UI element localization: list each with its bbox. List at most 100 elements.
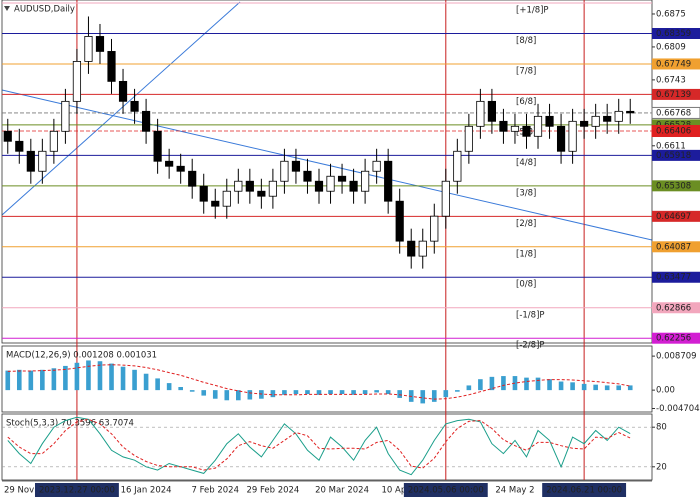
macd-bar	[558, 381, 564, 391]
macd-bar	[305, 390, 310, 395]
macd-bar	[51, 368, 57, 391]
candle-body	[84, 36, 93, 62]
macd-bar	[431, 390, 437, 402]
series-line	[7, 416, 631, 476]
macd-bar	[247, 390, 253, 400]
candle-body	[222, 190, 231, 207]
macd-bar	[604, 385, 610, 391]
macd-bar	[535, 377, 541, 391]
candle-body	[3, 130, 12, 142]
macd-bar	[512, 376, 518, 391]
macd-bar	[178, 387, 183, 391]
candle-body	[303, 170, 312, 182]
candle-body	[533, 115, 543, 137]
y-tick-label: 0.00	[656, 386, 675, 396]
candle-body	[591, 115, 600, 127]
candle-body	[361, 170, 370, 192]
y-tick-label: 20	[656, 462, 667, 472]
x-tick-label: 2023.12.27 00:00	[39, 486, 115, 496]
macd-bar	[489, 376, 495, 391]
candle-body	[395, 200, 404, 242]
candle-body	[245, 180, 254, 192]
macd-bar	[293, 390, 299, 395]
candle-body	[291, 160, 301, 172]
macd-bar	[120, 366, 126, 391]
level-price-label: 0.68359	[656, 29, 691, 39]
x-tick-label: 24 May 2	[495, 486, 534, 496]
level-price-label: 0.65918	[656, 151, 691, 161]
y-tick-label: 80	[656, 423, 667, 433]
x-highlight-box	[403, 483, 488, 497]
candle-body	[568, 120, 577, 152]
candle-body	[142, 110, 151, 132]
candle-body	[349, 180, 358, 192]
macd-bar	[109, 363, 114, 391]
candle-body	[268, 180, 277, 197]
macd-bar	[132, 369, 137, 391]
macd-bar	[143, 373, 149, 391]
y-tick-label: 0.6809	[656, 42, 686, 52]
macd-bar	[28, 370, 34, 391]
level-price-box	[652, 210, 700, 222]
macd-bar	[5, 370, 11, 391]
candle-body	[522, 125, 531, 137]
x-tick-label: 29 Feb 2024	[246, 486, 299, 496]
y-tick-label: 0.6875	[656, 9, 686, 19]
series-line	[7, 418, 631, 471]
candle-body	[407, 240, 416, 257]
x-tick-label: 7 Feb 2024	[192, 486, 240, 496]
y-tick-label: -0.004704	[656, 404, 700, 414]
level-price-label: 0.62866	[656, 303, 691, 313]
macd-bar	[224, 390, 230, 401]
macd-bar	[316, 390, 322, 395]
candle-body	[441, 180, 450, 217]
candle-body	[280, 160, 289, 182]
level-label: [4/8]	[516, 158, 536, 168]
level-price-box	[652, 119, 700, 131]
macd-bar	[166, 383, 172, 391]
candle-body	[464, 125, 473, 152]
candle-body	[556, 125, 566, 152]
chart-title: AUDUSD,Daily	[14, 5, 75, 15]
candle-body	[384, 160, 393, 202]
candle-body	[614, 110, 623, 122]
candle-body	[314, 180, 324, 192]
level-label: [1/8]	[516, 249, 536, 259]
level-price-box	[652, 180, 700, 192]
panel-frame	[1, 0, 653, 344]
macd-bar	[339, 390, 345, 395]
candle-body	[453, 150, 462, 182]
level-label: [-2/8]P	[516, 341, 545, 351]
macd-bar	[385, 390, 391, 395]
candle-body	[153, 130, 162, 162]
level-label: [3/8]	[516, 188, 536, 198]
macd-bar	[351, 390, 356, 395]
level-price-label: 0.62256	[656, 334, 691, 344]
candle-body	[211, 200, 220, 207]
candle-body	[95, 36, 105, 52]
candle-body	[372, 160, 381, 172]
candle-body	[188, 170, 197, 187]
macd-bar	[420, 390, 426, 404]
panel-title: Stoch(5,3,3) 70.3596 63.7074	[6, 419, 134, 429]
candle-body	[418, 240, 427, 257]
level-price-label: 0.63477	[656, 273, 691, 283]
level-price-label: 0.67749	[656, 59, 691, 69]
macd-bar	[236, 390, 241, 401]
level-price-box	[652, 271, 700, 283]
macd-bar	[524, 377, 529, 391]
level-price-box	[652, 332, 700, 344]
level-price-box	[652, 302, 700, 314]
candle-body	[49, 130, 58, 152]
macd-bar	[63, 365, 68, 391]
candle-body	[15, 140, 24, 152]
candle-body	[510, 125, 520, 132]
x-tick-label: 16 Jan 2024	[121, 486, 172, 496]
level-price-label: 0.64087	[656, 242, 691, 252]
macd-bar	[155, 378, 160, 391]
candle-body	[234, 180, 243, 192]
macd-bar	[455, 390, 460, 392]
trendline	[1, 89, 653, 241]
